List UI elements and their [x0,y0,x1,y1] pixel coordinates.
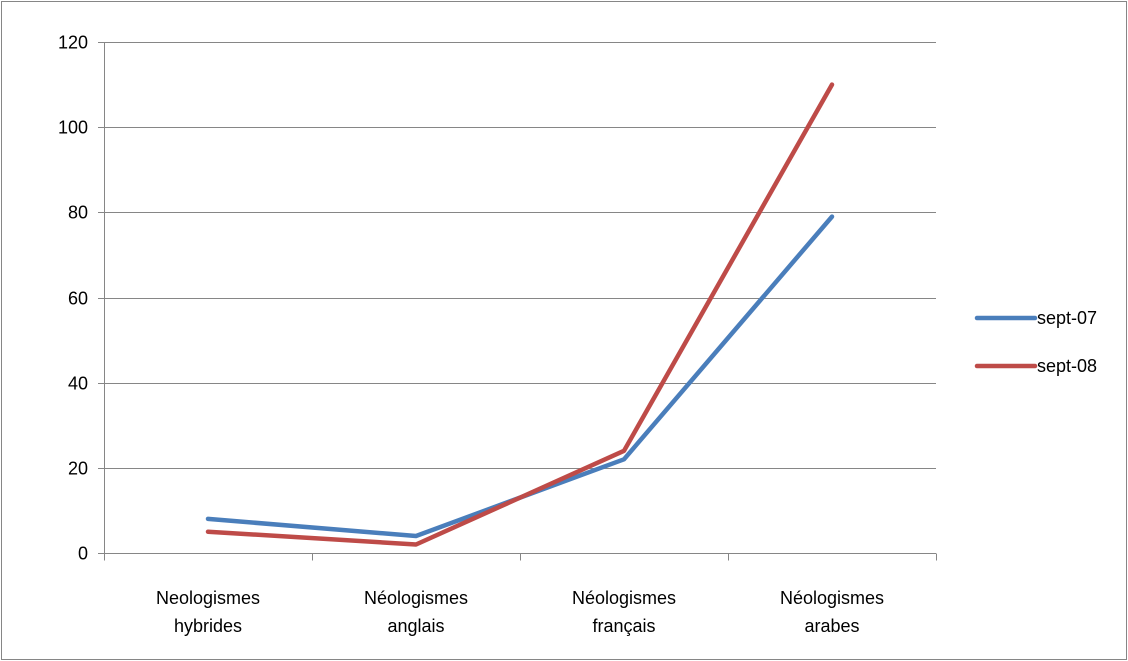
x-tick-label: Néologismes français [572,588,676,636]
y-tick-label: 0 [78,544,88,564]
y-tick-label: 120 [58,33,88,53]
series-line-sept-08 [205,82,835,547]
y-tick-label: 100 [58,118,88,138]
x-tick-label-line: arabes [804,616,859,636]
y-tick-label: 20 [68,459,88,479]
legend-label: sept-08 [1037,356,1097,376]
x-tick-label-line: Néologismes [572,588,676,608]
x-tick-label-line: hybrides [174,616,242,636]
x-tick-label: Néologismes anglais [364,588,468,636]
legend: sept-07 sept-08 [974,308,1097,376]
series-line-sept-07 [205,214,835,539]
y-tick-label: 40 [68,374,88,394]
gridlines [104,42,936,469]
x-tick-label: Néologismes arabes [780,588,884,636]
series-lines [205,82,835,547]
x-tick-label-line: Néologismes [364,588,468,608]
x-tick-label-line: français [592,616,655,636]
axes [98,42,937,561]
x-tick-label-line: anglais [387,616,444,636]
y-axis-tick-labels: 0 20 40 60 80 100 120 [58,33,88,564]
legend-label: sept-07 [1037,308,1097,328]
x-tick-label: Neologismes hybrides [156,588,260,636]
y-tick-label: 80 [68,203,88,223]
x-tick-label-line: Neologismes [156,588,260,608]
y-tick-label: 60 [68,289,88,309]
x-tick-label-line: Néologismes [780,588,884,608]
